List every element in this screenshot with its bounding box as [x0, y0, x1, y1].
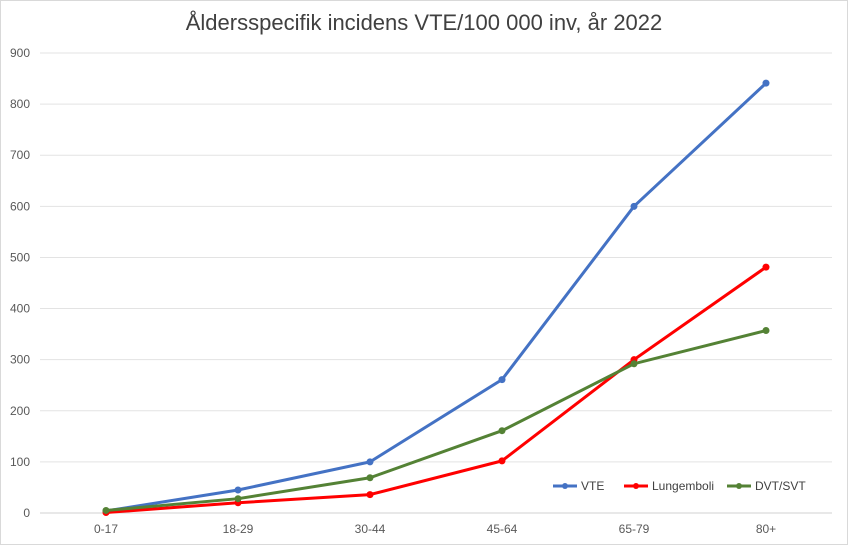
x-tick-label: 45-64 [487, 522, 518, 536]
y-tick-label: 300 [10, 353, 30, 367]
x-tick-label: 65-79 [619, 522, 650, 536]
y-tick-label: 700 [10, 148, 30, 162]
series-vte [102, 79, 770, 515]
y-tick-label: 200 [10, 404, 30, 418]
y-tick-label: 500 [10, 250, 30, 264]
legend-item: Lungemboli [624, 479, 714, 493]
x-tick-label: 18-29 [223, 522, 254, 536]
chart-title: Åldersspecifik incidens VTE/100 000 inv,… [185, 10, 663, 35]
x-axis-ticks: 0-17 18-29 30-44 45-64 65-79 80+ [94, 522, 776, 536]
legend-item: DVT/SVT [727, 479, 806, 493]
legend-marker [562, 483, 568, 489]
data-point [234, 486, 242, 494]
legend-label: DVT/SVT [755, 479, 806, 493]
series-line [104, 81, 768, 513]
series-group [102, 79, 770, 516]
series-line [104, 329, 768, 512]
data-point [762, 263, 770, 271]
data-point [630, 202, 638, 210]
data-point [234, 495, 242, 503]
data-point [762, 327, 770, 335]
data-point [102, 506, 110, 514]
x-tick-label: 30-44 [355, 522, 386, 536]
gridlines [40, 52, 832, 514]
legend-item: VTE [553, 479, 604, 493]
y-tick-label: 600 [10, 199, 30, 213]
series-line [104, 265, 768, 514]
data-point [366, 491, 374, 499]
data-point [498, 427, 506, 435]
legend-label: Lungemboli [652, 479, 714, 493]
y-tick-label: 0 [23, 506, 30, 520]
x-tick-label: 80+ [756, 522, 776, 536]
legend-marker [736, 483, 742, 489]
legend-label: VTE [581, 479, 604, 493]
data-point [366, 458, 374, 466]
legend: VTE Lungemboli DVT/SVT [553, 479, 806, 493]
y-tick-label: 800 [10, 97, 30, 111]
data-point [498, 457, 506, 465]
y-tick-label: 100 [10, 455, 30, 469]
data-point [762, 79, 770, 87]
data-point [630, 360, 638, 368]
y-tick-label: 900 [10, 46, 30, 60]
y-tick-label: 400 [10, 302, 30, 316]
legend-marker [633, 483, 639, 489]
data-point [498, 376, 506, 384]
x-tick-label: 0-17 [94, 522, 118, 536]
y-axis-ticks: 0 100 200 300 400 500 600 700 800 900 [10, 46, 30, 520]
series-dvt-svt [102, 327, 770, 514]
data-point [366, 474, 374, 482]
